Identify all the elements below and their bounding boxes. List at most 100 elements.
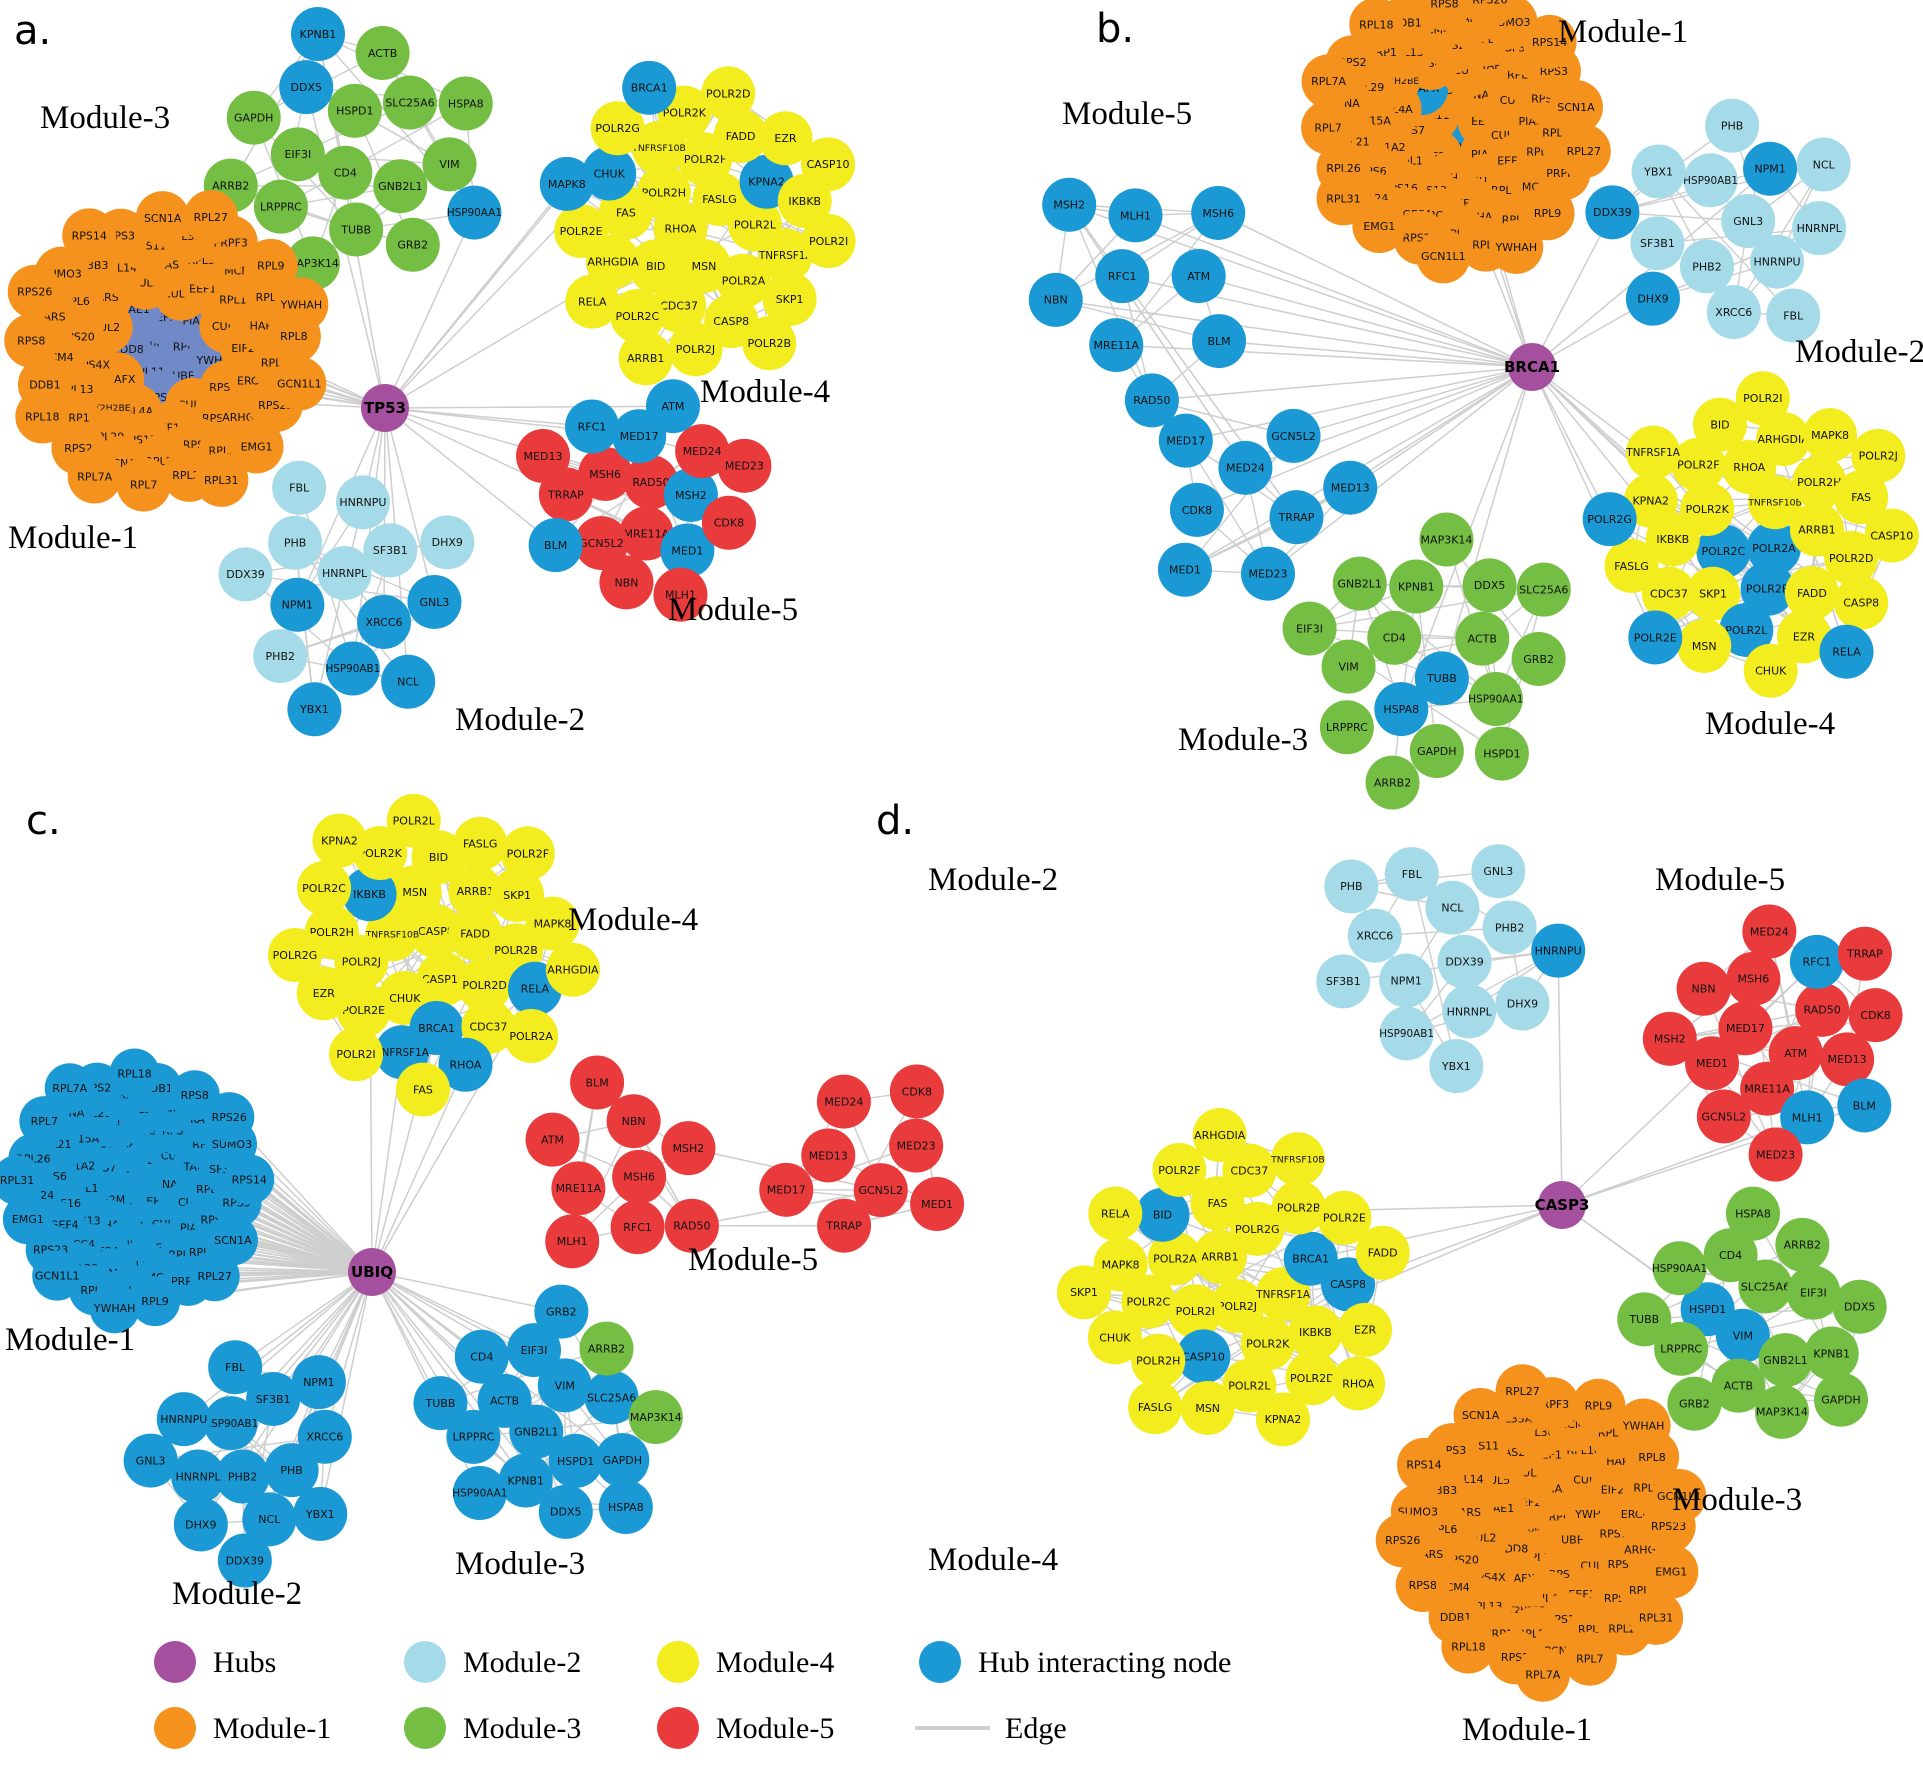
node-CDC37: [1641, 566, 1696, 621]
node-label: PHB: [280, 1464, 302, 1477]
node-label: POLR2A: [1153, 1252, 1197, 1265]
node-label: BLM: [586, 1076, 609, 1089]
node-label: POLR2A: [509, 1030, 553, 1043]
node-label: HSPD1: [557, 1455, 594, 1468]
hub-label: UBIQ: [351, 1263, 393, 1281]
node-MAP3K14: [1754, 1384, 1809, 1439]
node-label: FBL: [1402, 868, 1423, 881]
node-label: DDX5: [291, 81, 322, 94]
node-MED13: [801, 1128, 856, 1183]
node-label: TNFRSF1A: [374, 1047, 430, 1059]
node-CDK8: [1848, 988, 1903, 1043]
node-label: HSPD1: [1483, 747, 1520, 760]
node-label: XRCC6: [366, 616, 403, 629]
node-FBL: [208, 1340, 263, 1395]
node-label: RPS8: [1409, 1579, 1437, 1592]
node-ACTB: [1711, 1358, 1766, 1413]
node-CDC37: [652, 278, 707, 333]
node-label: RPS14: [232, 1173, 267, 1186]
node-label: MSH2: [675, 489, 707, 502]
node-label: GCN1L1: [277, 377, 322, 390]
node-MED17: [1158, 413, 1213, 468]
node-label: NCL: [258, 1513, 281, 1526]
node-label: RPL7: [130, 478, 157, 491]
node-label: KPNA2: [748, 176, 785, 189]
node-label: HNRNPU: [1754, 256, 1801, 269]
node-EIF3I: [270, 127, 325, 182]
node-label: DDX39: [1593, 206, 1631, 219]
node-label: RPL27: [194, 211, 228, 224]
node-label: ARRB1: [627, 352, 664, 365]
node-MAP3K14: [1419, 512, 1474, 567]
node-POLR2F: [1152, 1142, 1207, 1197]
node-GCN1L1: [1416, 229, 1471, 284]
legend-label: Module-2: [463, 1646, 581, 1679]
node-label: RPL18: [117, 1067, 151, 1080]
module-label-c-m2: Module-2: [172, 1576, 302, 1612]
node-label: RELA: [578, 295, 607, 308]
node-HNRNPU: [156, 1392, 211, 1447]
node-label: EIF3I: [1800, 1287, 1827, 1300]
node-label: POLR2A: [722, 274, 766, 287]
node-POLR2E: [1628, 610, 1683, 665]
node-label: RPL9: [1585, 1400, 1612, 1413]
node-RPS14: [224, 1154, 275, 1205]
node-label: TNFRSF10B: [1270, 1155, 1325, 1166]
node-label: GNB2L1: [1338, 577, 1382, 590]
node-CDK8: [701, 495, 756, 550]
node-GNL3: [123, 1433, 178, 1488]
node-label: EZR: [1354, 1324, 1376, 1337]
node-label: CDK8: [902, 1085, 932, 1098]
node-label: MLH1: [1120, 209, 1151, 222]
node-POLR2L: [1222, 1358, 1277, 1413]
node-MED24: [1742, 904, 1797, 959]
node-label: RELA: [1101, 1207, 1130, 1220]
node-label: MLH1: [665, 589, 696, 602]
node-label: FASLG: [702, 193, 736, 206]
node-label: CASP8: [1330, 1278, 1366, 1291]
node-label: YWHAH: [93, 1302, 136, 1315]
node-label: HIST2H2BE: [79, 403, 131, 414]
node-label: HSPA8: [1735, 1208, 1771, 1221]
node-HSPA8: [1725, 1186, 1780, 1241]
node-LRPPRC: [253, 179, 308, 234]
node-PHB2: [1679, 239, 1734, 294]
node-MSH2: [1042, 177, 1097, 232]
node-MED23: [717, 438, 772, 493]
node-GRB2: [1511, 631, 1566, 686]
node-YBX1: [1429, 1039, 1484, 1094]
node-label: GRB2: [397, 239, 428, 252]
node-RPL31: [194, 452, 249, 507]
node-label: TNFRSF10B: [365, 930, 420, 941]
node-PHB2: [1482, 900, 1537, 955]
hub-edge: [1557, 950, 1563, 1206]
legend-swatch-hub-interacting-node: [919, 1641, 961, 1683]
node-POLR2H: [1792, 455, 1847, 510]
hub-label: BRCA1: [1504, 358, 1560, 376]
node-TUBB: [329, 202, 384, 257]
legend-swatch-module-5: [657, 1707, 699, 1749]
node-POLR2A: [1147, 1231, 1202, 1286]
node-label: NBN: [1692, 983, 1716, 996]
node-HSPD1: [327, 83, 382, 138]
node-label: ATM: [1187, 270, 1210, 283]
node-GAPDH: [226, 90, 281, 145]
panel-b-labels: b. Module-5 Module-1 Module-2 Module-4 Module…: [1062, 6, 1923, 758]
node-label: MED1: [671, 544, 703, 557]
node-YWHAH: [1616, 1398, 1671, 1453]
node-label: PHB: [1721, 120, 1743, 133]
node-label: POLR2I: [336, 1048, 375, 1061]
module-label-d-m3: Module-3: [1672, 1482, 1802, 1518]
node-label: LRPPRC: [452, 1431, 494, 1444]
node-label: HNRNPU: [160, 1413, 207, 1426]
node-SLC25A6: [1738, 1259, 1793, 1314]
node-label: POLR2K: [663, 107, 707, 120]
node-label: RPS23: [1651, 1520, 1686, 1533]
node-label: EZR: [313, 987, 335, 1000]
node-label: RPL18: [25, 410, 59, 423]
node-label: GCN1L1: [35, 1269, 80, 1282]
legend-label: Module-3: [463, 1712, 581, 1745]
node-RAD50: [664, 1198, 719, 1253]
node-label: GCN5L2: [858, 1184, 903, 1197]
node-label: ARRB1: [1798, 523, 1835, 536]
